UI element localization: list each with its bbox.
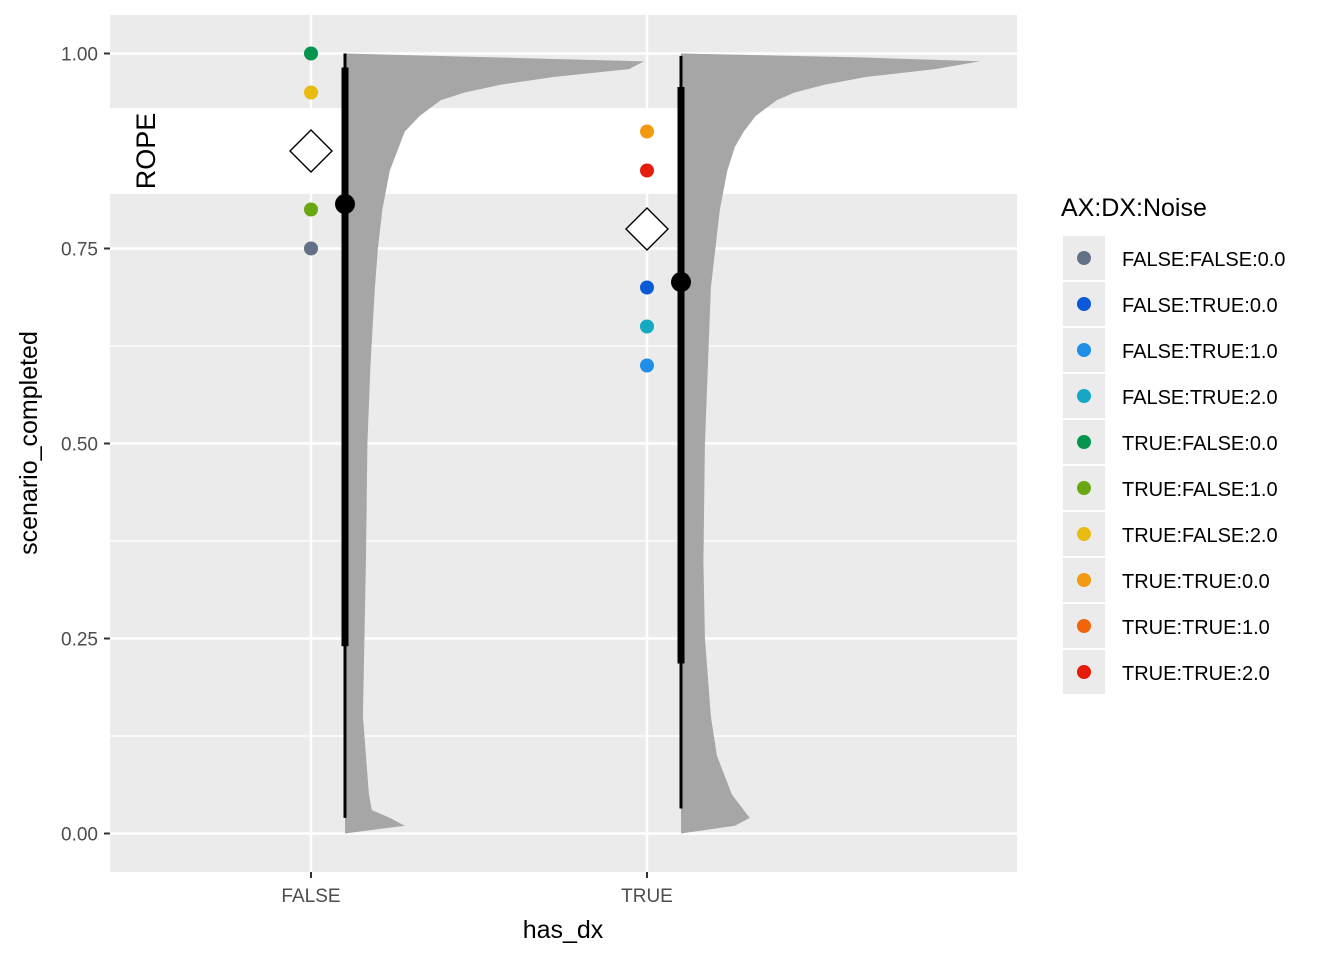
legend-swatch xyxy=(1077,297,1091,311)
legend-label: TRUE:FALSE:0.0 xyxy=(1122,433,1278,455)
legend-label: TRUE:TRUE:2.0 xyxy=(1122,663,1270,685)
mean-diamond xyxy=(289,129,333,173)
y-axis-title: scenario_completed xyxy=(15,331,43,555)
data-point xyxy=(640,163,654,178)
rope-label: ROPE xyxy=(131,113,161,190)
y-tick-label: 0.75 xyxy=(61,240,98,261)
legend-swatch xyxy=(1077,435,1091,449)
x-axis: FALSE TRUE xyxy=(281,872,673,907)
density-violin-false xyxy=(345,53,644,834)
y-tick-label: 0.25 xyxy=(61,630,98,651)
x-tick-label: TRUE xyxy=(621,886,673,907)
rope-band xyxy=(110,108,1017,194)
legend-label: TRUE:FALSE:2.0 xyxy=(1122,525,1278,547)
data-point xyxy=(304,241,318,256)
legend-swatch xyxy=(1077,619,1091,633)
x-axis-title: has_dx xyxy=(523,916,604,944)
legend-swatch xyxy=(1077,343,1091,357)
legend-label: FALSE:TRUE:0.0 xyxy=(1122,295,1278,317)
posterior-intervals xyxy=(335,53,691,818)
interval-median-point xyxy=(671,272,691,293)
legend-swatch xyxy=(1077,527,1091,541)
legend-label: TRUE:TRUE:0.0 xyxy=(1122,571,1270,593)
legend-label: TRUE:FALSE:1.0 xyxy=(1122,479,1278,501)
density-violin-true xyxy=(681,53,980,834)
legend-items: FALSE:FALSE:0.0 FALSE:TRUE:0.0 FALSE:TRUE:… xyxy=(1063,236,1285,694)
data-points xyxy=(304,46,654,373)
y-tick-label: 0.50 xyxy=(61,435,98,456)
x-tick-label: FALSE xyxy=(281,886,340,907)
legend-swatch xyxy=(1077,573,1091,587)
legend-swatch xyxy=(1077,665,1091,679)
y-axis: 0.00 0.25 0.50 0.75 1.00 xyxy=(61,45,110,846)
legend-swatch xyxy=(1077,389,1091,403)
legend-label: FALSE:TRUE:1.0 xyxy=(1122,341,1278,363)
y-tick-label: 1.00 xyxy=(61,45,98,66)
interval-median-point xyxy=(335,194,355,215)
legend-label: TRUE:TRUE:1.0 xyxy=(1122,617,1270,639)
y-tick-label: 0.00 xyxy=(61,825,98,846)
legend: AX:DX:Noise FALSE:FALSE:0.0 FALSE:TRUE:0.… xyxy=(1061,194,1285,694)
data-point xyxy=(640,124,654,139)
data-point xyxy=(304,85,318,100)
legend-swatch xyxy=(1077,481,1091,495)
legend-swatch xyxy=(1077,251,1091,265)
data-point xyxy=(640,319,654,334)
data-point xyxy=(304,46,318,61)
data-point xyxy=(640,358,654,373)
data-point xyxy=(304,202,318,217)
mean-markers xyxy=(289,129,669,251)
legend-label: FALSE:FALSE:0.0 xyxy=(1122,249,1285,271)
legend-title: AX:DX:Noise xyxy=(1061,194,1207,222)
density-violins xyxy=(345,53,980,834)
grid-major xyxy=(110,15,1017,872)
legend-label: FALSE:TRUE:2.0 xyxy=(1122,387,1278,409)
data-point xyxy=(640,280,654,295)
mean-diamond xyxy=(625,207,669,251)
